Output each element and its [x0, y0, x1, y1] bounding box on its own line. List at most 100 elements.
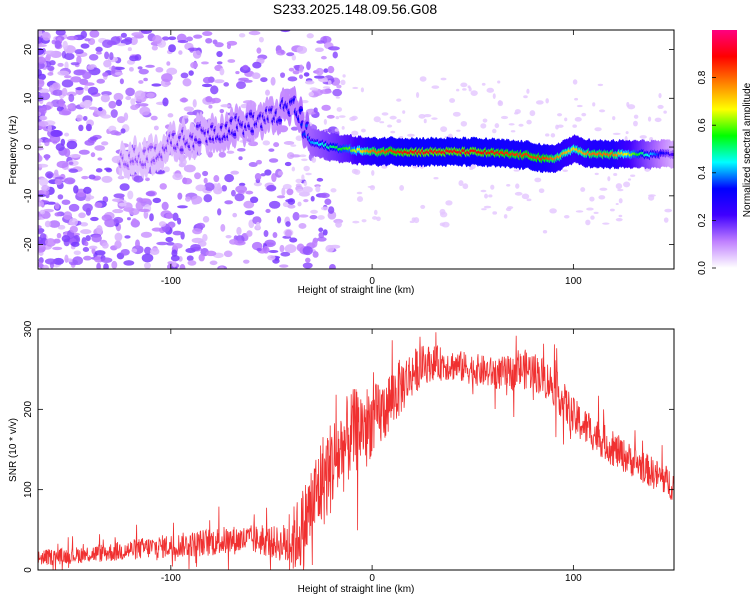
heatmap-cell [172, 242, 183, 249]
heatmap-cell [39, 88, 50, 94]
heatmap-cell [317, 215, 325, 220]
heatmap-cell [178, 50, 183, 55]
heatmap-cell [166, 67, 178, 75]
heatmap-cell [138, 208, 150, 213]
heatmap-cell [161, 201, 169, 211]
heatmap-cell [647, 116, 652, 122]
heatmap-cell [158, 221, 167, 227]
heatmap-cell [163, 166, 170, 173]
heatmap-cell [48, 85, 55, 93]
heatmap-cell [301, 158, 308, 162]
heatmap-cell [84, 139, 95, 146]
heatmap-cell [264, 239, 276, 248]
heatmap-cell [390, 130, 396, 134]
heatmap-cell [287, 198, 296, 205]
heatmap-cell [330, 188, 337, 193]
heatmap-cell [545, 133, 550, 137]
heatmap-cell [607, 176, 611, 182]
heatmap-cell [574, 97, 579, 101]
heatmap-cell [301, 174, 305, 181]
heatmap-cell [254, 173, 262, 181]
heatmap-cell [335, 221, 342, 228]
heatmap-cell [103, 263, 109, 269]
heatmap-cell [481, 82, 486, 86]
heatmap-cell [190, 243, 201, 251]
heatmap-cell [373, 116, 381, 123]
heatmap-cell [187, 47, 200, 51]
heatmap-cell [138, 68, 149, 75]
heatmap-cell [440, 77, 447, 81]
heatmap-cell [431, 85, 440, 89]
heatmap-cell [114, 71, 124, 76]
heatmap-cell [85, 235, 91, 242]
heatmap-cell [484, 193, 488, 199]
heatmap-cell [262, 140, 271, 146]
heatmap-cell [38, 142, 42, 147]
heatmap-cell [303, 180, 308, 187]
heatmap-cell [313, 75, 325, 79]
heatmap-cell [514, 109, 521, 114]
heatmap-cell [538, 188, 545, 194]
heatmap-cell [165, 236, 174, 243]
heatmap-cell [168, 36, 177, 41]
heatmap-cell [356, 196, 364, 203]
heatmap-cell [172, 260, 177, 268]
heatmap-cell [260, 77, 268, 83]
heatmap-cell [100, 257, 113, 263]
heatmap-cell [575, 210, 584, 213]
heatmap-cell [456, 88, 460, 92]
heatmap-cell [227, 59, 236, 63]
heatmap-cell [96, 78, 105, 84]
heatmap-cell [85, 123, 92, 132]
colorbar-tick-label: 0.4 [697, 165, 708, 179]
heatmap-cell [151, 83, 162, 87]
heatmap-cell [166, 241, 175, 246]
heatmap-cell [109, 52, 114, 61]
heatmap-cell [236, 81, 247, 90]
heatmap-cell [131, 32, 143, 37]
heatmap-cell [663, 110, 667, 114]
heatmap-cell [53, 257, 65, 265]
heatmap-cell [618, 214, 623, 218]
heatmap-cell [161, 73, 173, 83]
heatmap-cell [663, 217, 669, 223]
heatmap-cell [334, 128, 340, 132]
heatmap-cell [231, 189, 236, 197]
heatmap-cell [402, 110, 406, 114]
heatmap-cell [232, 132, 238, 137]
heatmap-cell [513, 169, 520, 172]
heatmap-cell [76, 114, 83, 122]
heatmap-cell [64, 148, 71, 158]
heatmap-cell [125, 96, 132, 101]
heatmap-cell [452, 111, 461, 117]
heatmap-cell [54, 212, 61, 217]
heatmap-cell [309, 214, 318, 220]
heatmap-cell [90, 216, 99, 222]
heatmap-cell [104, 51, 110, 60]
heatmap-cell [55, 143, 65, 152]
snr-y-ticks: 0 100 200 300 [23, 320, 674, 573]
heatmap-cell [267, 255, 276, 261]
heatmap-cell [592, 102, 596, 107]
heatmap-cell [118, 202, 127, 207]
heatmap-cell [296, 189, 305, 194]
heatmap-cell [183, 106, 195, 112]
heatmap-cell [66, 35, 79, 41]
heatmap-cell [143, 77, 148, 82]
heatmap-cell [170, 254, 180, 262]
heatmap-cell [39, 115, 48, 121]
heatmap-cell [246, 230, 253, 237]
heatmap-cell [44, 258, 57, 265]
heatmap-cell [335, 96, 341, 99]
x-tick-label: 0 [369, 573, 375, 584]
heatmap-cell [238, 156, 243, 161]
heatmap-cell [195, 184, 206, 192]
heatmap-cell [76, 55, 82, 65]
heatmap-cell [280, 72, 286, 78]
heatmap-cell [159, 183, 167, 190]
heatmap-cell [94, 145, 106, 151]
heatmap-cell [351, 130, 359, 136]
heatmap-cell [80, 43, 90, 49]
heatmap-cell [47, 65, 55, 71]
heatmap-cell [110, 36, 121, 45]
